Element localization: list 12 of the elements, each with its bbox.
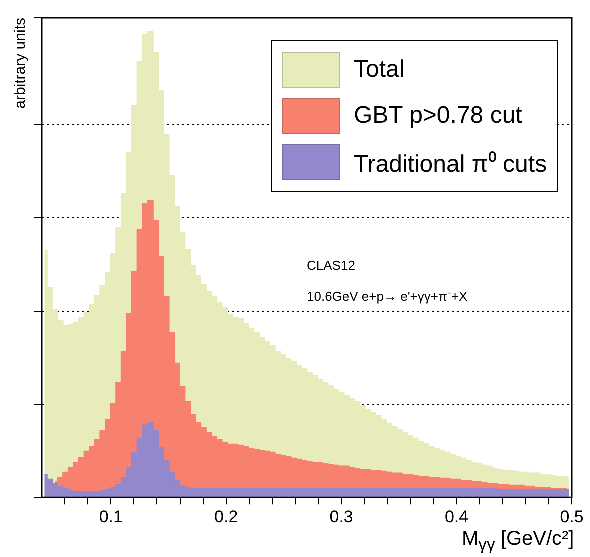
annotation: CLAS12 bbox=[307, 258, 356, 273]
legend-label: GBT p>0.78 cut bbox=[354, 102, 522, 130]
legend-label: Traditional π⁰ cuts bbox=[354, 150, 548, 178]
x-tick-label: 0.1 bbox=[99, 507, 123, 526]
y-axis-title: arbitrary units bbox=[12, 18, 30, 109]
annotation: 10.6GeV e+p→ e'+γγ+π⁻+X bbox=[307, 288, 468, 305]
x-tick-label: 0.5 bbox=[560, 507, 584, 526]
legend-label: Total bbox=[354, 56, 405, 84]
x-tick-label: 0.3 bbox=[330, 507, 354, 526]
x-axis-title: M$_{γγ}$ [GeV/c²] bbox=[462, 528, 574, 555]
x-tick-label: 0.4 bbox=[444, 507, 469, 526]
x-tick-label: 0.2 bbox=[214, 507, 238, 526]
